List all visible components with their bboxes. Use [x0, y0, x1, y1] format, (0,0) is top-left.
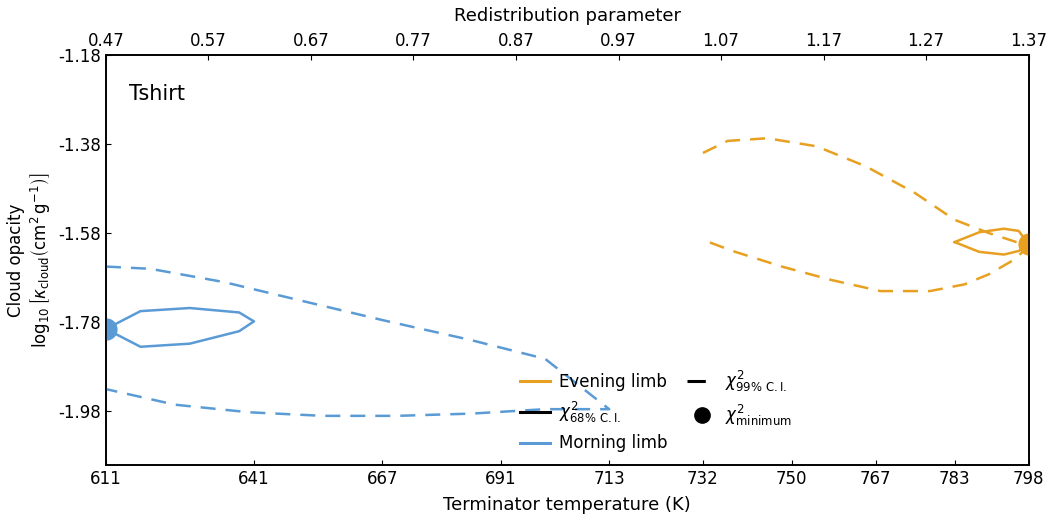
X-axis label: Terminator temperature (K): Terminator temperature (K)	[444, 496, 691, 514]
Y-axis label: Cloud opacity
$\log_{10}\left[\kappa_{\rm cloud}\left({\rm cm}^2\,{\rm g}^{-1}\r: Cloud opacity $\log_{10}\left[\kappa_{\r…	[7, 172, 53, 348]
Legend: Evening limb, $\chi^2_{68\%\ \mathrm{C.I.}}$, Morning limb, $\chi^2_{99\%\ \math: Evening limb, $\chi^2_{68\%\ \mathrm{C.I…	[521, 369, 793, 452]
Text: Tshirt: Tshirt	[129, 83, 186, 104]
X-axis label: Redistribution parameter: Redistribution parameter	[454, 7, 681, 25]
